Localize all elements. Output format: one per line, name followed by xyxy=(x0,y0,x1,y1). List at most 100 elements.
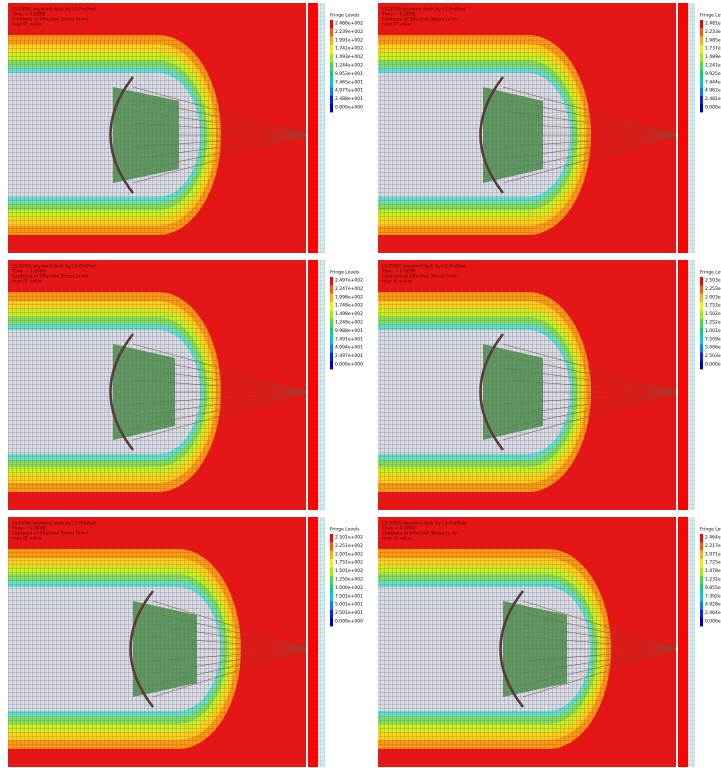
legend-swatch xyxy=(700,361,703,369)
legend-label: 9.925e+001 xyxy=(705,71,721,77)
legend-swatch xyxy=(700,54,703,62)
legend-swatch xyxy=(700,559,703,567)
legend-swatch xyxy=(330,285,333,293)
legend-label: 5.006e+001 xyxy=(705,345,721,351)
legend-label: 2.501e+001 xyxy=(335,610,363,616)
legend-swatch xyxy=(700,302,703,310)
legend-swatch xyxy=(700,277,703,285)
legend-label: 2.253e+002 xyxy=(705,286,721,292)
legend-label: 2.503e+001 xyxy=(705,353,721,359)
legend-swatch xyxy=(700,353,703,361)
legend-swatch xyxy=(700,584,703,592)
legend-label: 1.501e+002 xyxy=(335,568,363,574)
legend-title: Fringe Levels xyxy=(330,13,360,19)
boundary-mesh-lines xyxy=(688,260,695,510)
legend-label: 2.497e+002 xyxy=(335,278,363,284)
legend-label: 2.464e+001 xyxy=(705,610,721,616)
legend-label: 1.498e+002 xyxy=(335,311,363,317)
legend-label: 4.962e+001 xyxy=(705,88,721,94)
legend-label: 5.001e+001 xyxy=(335,602,363,608)
legend-swatch xyxy=(330,534,333,542)
legend-swatch xyxy=(700,534,703,542)
legend-swatch xyxy=(700,87,703,95)
legend-swatch xyxy=(330,593,333,601)
legend-label: 2.239e+002 xyxy=(335,29,363,35)
legend-label: 1.244e+002 xyxy=(335,63,363,69)
legend-swatch xyxy=(700,542,703,550)
legend-swatch xyxy=(330,20,333,28)
legend-label: 1.737e+002 xyxy=(705,46,721,52)
header-text: max IP. value xyxy=(382,22,412,28)
legend-label: 1.748e+002 xyxy=(335,303,363,309)
legend-label: 7.392e+001 xyxy=(705,593,721,599)
boundary-mesh-lines xyxy=(318,3,325,253)
legend-label: 1.752e+002 xyxy=(705,303,721,309)
legend-swatch xyxy=(330,559,333,567)
legend-swatch xyxy=(700,62,703,70)
legend-swatch xyxy=(700,37,703,45)
legend-label: 2.003e+002 xyxy=(705,294,721,300)
plot-area xyxy=(378,517,678,767)
boundary-bar xyxy=(308,517,318,767)
legend-label: 1.001e+002 xyxy=(705,328,721,334)
legend-swatch xyxy=(330,37,333,45)
legend-label: 0.000e+000 xyxy=(335,105,363,111)
legend-label: 1.248e+002 xyxy=(335,320,363,326)
legend-swatch xyxy=(330,361,333,369)
canopy-body xyxy=(113,344,175,440)
legend-swatch xyxy=(700,618,703,626)
legend-swatch xyxy=(330,87,333,95)
legend-swatch xyxy=(330,311,333,319)
canopy-body xyxy=(113,87,179,183)
legend-swatch xyxy=(700,319,703,327)
legend-swatch xyxy=(330,28,333,36)
legend-swatch xyxy=(700,28,703,36)
legend-title: Fringe Levels xyxy=(700,527,721,533)
legend-label: 2.001e+002 xyxy=(335,551,363,557)
legend-label: 0.000e+000 xyxy=(335,619,363,625)
legend-swatch xyxy=(330,70,333,78)
legend-label: 1.252e+002 xyxy=(705,320,721,326)
header-text: max IP. value xyxy=(12,536,42,542)
legend-swatch xyxy=(330,353,333,361)
legend-swatch xyxy=(700,285,703,293)
legend-swatch xyxy=(700,79,703,87)
legend-title: Fringe Levels xyxy=(330,270,360,276)
legend-label: 2.217e+002 xyxy=(705,543,721,549)
canopy-body xyxy=(503,601,567,697)
legend-swatch xyxy=(330,96,333,104)
legend-label: 1.502e+002 xyxy=(705,311,721,317)
legend-label: 9.855e+001 xyxy=(705,585,721,591)
legend-swatch xyxy=(330,618,333,626)
legend-label: 1.232e+002 xyxy=(705,577,721,583)
legend-label: 2.481e+001 xyxy=(705,96,721,102)
legend-label: 2.233e+002 xyxy=(705,29,721,35)
legend-swatch xyxy=(330,542,333,550)
boundary-bar xyxy=(308,260,318,510)
legend-swatch xyxy=(700,20,703,28)
legend-swatch xyxy=(700,70,703,78)
legend-label: 1.998e+002 xyxy=(335,294,363,300)
legend-swatch xyxy=(330,601,333,609)
canopy-body xyxy=(483,344,543,440)
header-text: max IP. value xyxy=(382,536,412,542)
legend-swatch xyxy=(330,79,333,87)
legend-label: 1.489e+002 xyxy=(705,54,721,60)
boundary-bar xyxy=(678,3,688,253)
header-text: max IP. value xyxy=(382,279,412,285)
legend-label: 1.478e+002 xyxy=(705,568,721,574)
legend-label: 7.444e+001 xyxy=(705,79,721,85)
legend-label: 7.465e+001 xyxy=(335,79,363,85)
legend-swatch xyxy=(330,576,333,584)
legend-swatch xyxy=(700,576,703,584)
legend-label: 2.488e+001 xyxy=(335,96,363,102)
legend-label: 1.493e+002 xyxy=(335,54,363,60)
legend-title: Fringe Levels xyxy=(700,13,721,19)
legend-swatch xyxy=(700,96,703,104)
legend-label: 2.247e+002 xyxy=(335,286,363,292)
legend-swatch xyxy=(330,344,333,352)
boundary-mesh-lines xyxy=(318,260,325,510)
legend-label: 0.000e+000 xyxy=(705,105,721,111)
